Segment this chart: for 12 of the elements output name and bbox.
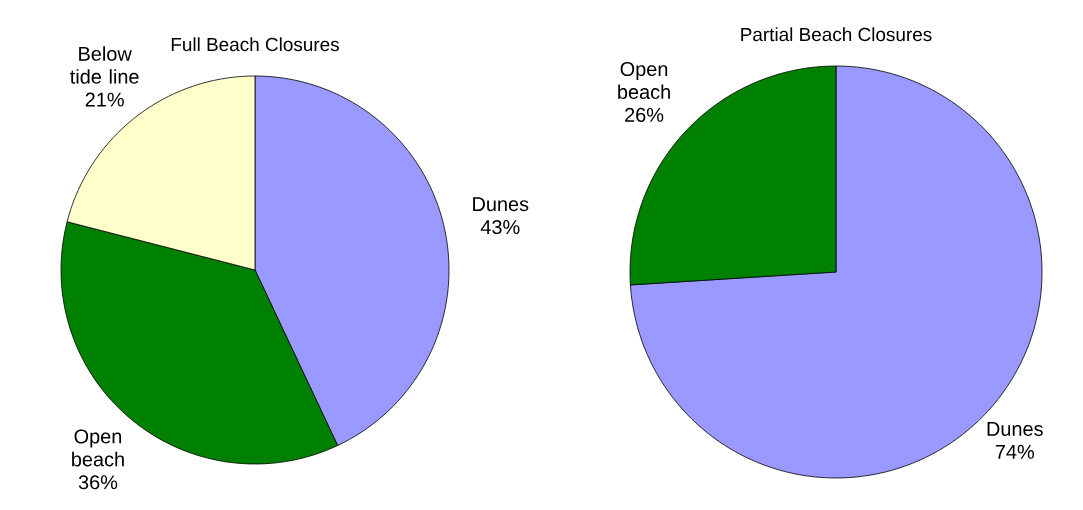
slice-label: Dunes [987, 422, 1043, 436]
data-label: 43% [480, 219, 520, 235]
chart-title: Full Beach Closures [171, 37, 339, 52]
slice-label: Dunes [473, 197, 529, 212]
data-label: 74% [995, 444, 1034, 459]
chart-title: Partial Beach Closures [741, 27, 932, 42]
slice-label: Open beach [618, 62, 670, 100]
data-label: 21% [85, 92, 124, 107]
slice-label: Below tide line [70, 46, 139, 84]
slice-label: Open beach [72, 429, 124, 467]
data-label: 36% [78, 475, 118, 490]
data-label: 26% [625, 107, 664, 122]
